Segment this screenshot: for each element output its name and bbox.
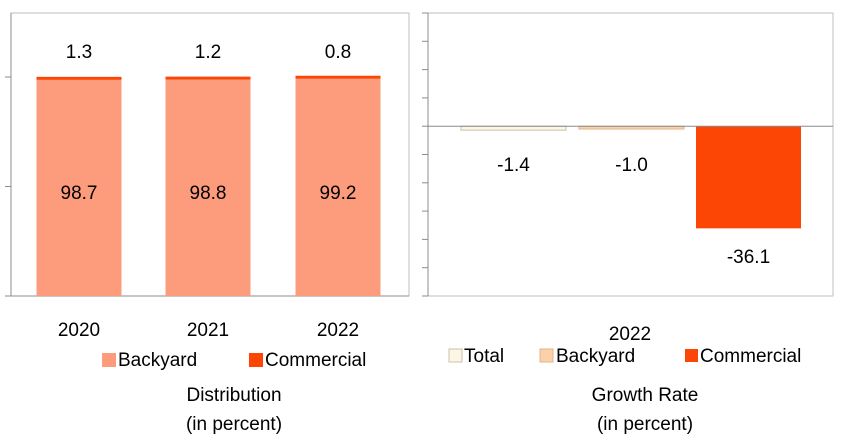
distribution-bars [36,75,381,297]
growth-title-line-2: (in percent) [597,414,693,435]
legend-label-commercial: Commercial [265,350,366,371]
data-label-commercial-2022: 0.8 [325,42,351,63]
bar-commercial-growth [696,126,801,229]
legend-label-total: Total [464,346,504,367]
legend-label-backyard: Backyard [118,350,197,371]
legend-swatch-backyard-growth [539,348,554,363]
data-label-total-growth: -1.4 [497,155,530,176]
distribution-title-line-1: Distribution [186,385,281,406]
legend-label-backyard-growth: Backyard [556,346,635,367]
bar-commercial-2020 [36,76,122,80]
data-label-commercial-2021: 1.2 [195,42,221,63]
category-label-2022: 2022 [317,320,359,341]
data-label-commercial-growth: -36.1 [727,247,770,268]
distribution-chart: 98.7 1.3 98.8 1.2 99.2 0.8 2020 2021 2022 Backy… [5,12,410,435]
legend-label-commercial-growth: Commercial [700,346,801,367]
growth-title-line-1: Growth Rate [592,385,699,406]
category-label-2021: 2021 [187,320,229,341]
category-label-2020: 2020 [58,320,100,341]
bar-commercial-2021 [165,76,251,80]
data-label-backyard-2020: 98.7 [61,183,98,204]
growth-bars [460,125,801,229]
distribution-data-labels: 98.7 1.3 98.8 1.2 99.2 0.8 [61,42,357,204]
bar-backyard-2020 [36,79,122,296]
data-label-backyard-growth: -1.0 [615,155,648,176]
distribution-y-ticks [5,76,11,297]
growth-category-label: 2022 [609,324,651,345]
distribution-category-labels: 2020 2021 2022 [58,320,359,341]
bar-backyard-2021 [165,79,251,297]
growth-rate-chart: -1.4 -1.0 -36.1 2022 Total Backyard Commer… [422,12,834,435]
distribution-legend: Backyard Commercial [102,350,366,371]
growth-legend: Total Backyard Commercial [448,346,801,367]
growth-data-labels: -1.4 -1.0 -36.1 [497,155,770,268]
legend-swatch-total [448,348,463,363]
legend-swatch-backyard [102,353,116,367]
bar-backyard-2022 [295,78,381,296]
legend-swatch-commercial [249,353,263,367]
bar-commercial-2022 [295,75,381,79]
growth-y-ticks [422,12,428,297]
distribution-title-line-2: (in percent) [186,414,282,435]
data-label-backyard-2021: 98.8 [190,183,227,204]
bar-total-growth [460,125,567,131]
data-label-commercial-2020: 1.3 [66,42,92,63]
legend-swatch-commercial-growth [685,349,698,362]
data-label-backyard-2022: 99.2 [320,183,357,204]
